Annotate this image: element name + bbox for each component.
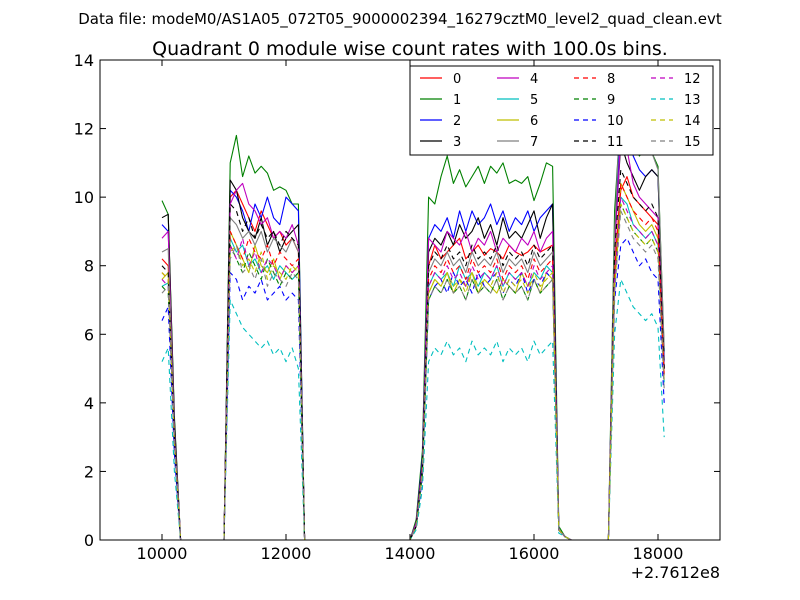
legend-entry-6: 6 — [497, 114, 538, 129]
legend-label: 7 — [530, 135, 538, 150]
legend-entry-13: 13 — [651, 93, 701, 108]
legend-label: 3 — [453, 135, 461, 150]
legend-label: 2 — [453, 114, 461, 129]
legend-label: 11 — [607, 135, 624, 150]
x-tick-label: 16000 — [509, 544, 560, 563]
x-tick-label: 12000 — [261, 544, 312, 563]
series-line-2 — [161, 114, 665, 541]
y-tick-label: 4 — [84, 394, 94, 413]
legend-label: 12 — [684, 72, 701, 87]
legend-entry-11: 11 — [574, 135, 624, 150]
legend-entry-10: 10 — [574, 114, 624, 129]
legend-frame — [409, 65, 714, 156]
series-layer — [161, 90, 665, 541]
chart-title: Quadrant 0 module wise count rates with … — [152, 38, 668, 60]
legend-label: 15 — [684, 135, 701, 150]
y-tick-label: 0 — [84, 531, 94, 550]
legend-entry-9: 9 — [574, 93, 615, 108]
series-line-15 — [161, 210, 665, 541]
y-tick-label: 12 — [74, 120, 94, 139]
legend-label: 13 — [684, 93, 701, 108]
legend-entry-5: 5 — [497, 93, 538, 108]
legend-label: 10 — [607, 114, 624, 129]
y-tick-label: 6 — [84, 325, 94, 344]
legend-entry-3: 3 — [420, 135, 461, 150]
series-line-13 — [161, 278, 665, 541]
series-line-6 — [161, 182, 665, 541]
x-tick-label: 18000 — [633, 544, 684, 563]
legend-label: 8 — [607, 72, 615, 87]
legend-label: 0 — [453, 72, 461, 87]
legend-label: 1 — [453, 93, 461, 108]
legend-entry-0: 0 — [420, 72, 461, 87]
legend-entry-1: 1 — [420, 93, 461, 108]
y-tick-label: 10 — [74, 188, 94, 207]
legend-label: 9 — [607, 93, 615, 108]
legend-label: 14 — [684, 114, 701, 129]
x-offset-label: +2.7612e8 — [631, 563, 720, 582]
y-tick-label: 2 — [84, 462, 94, 481]
legend-label: 4 — [530, 72, 538, 87]
x-tick-label: 14000 — [385, 544, 436, 563]
series-line-0 — [161, 176, 665, 541]
legend-entry-14: 14 — [651, 114, 701, 129]
figure-suptitle: Data file: modeM0/AS1A05_072T05_90000023… — [78, 10, 722, 29]
series-line-1 — [161, 110, 665, 541]
y-tick-label: 8 — [84, 257, 94, 276]
x-tick-label: 10000 — [137, 544, 188, 563]
legend-entry-8: 8 — [574, 72, 615, 87]
legend-label: 6 — [530, 114, 538, 129]
legend-entry-12: 12 — [651, 72, 701, 87]
y-tick-label: 14 — [74, 51, 94, 70]
legend-label: 5 — [530, 93, 538, 108]
series-line-3 — [161, 141, 665, 541]
legend-entry-2: 2 — [420, 114, 461, 129]
legend-entry-7: 7 — [497, 135, 538, 150]
series-line-8 — [161, 182, 665, 541]
series-line-11 — [161, 169, 665, 541]
series-line-10 — [161, 237, 665, 541]
legend-entry-15: 15 — [651, 135, 701, 150]
legend-entry-4: 4 — [497, 72, 538, 87]
